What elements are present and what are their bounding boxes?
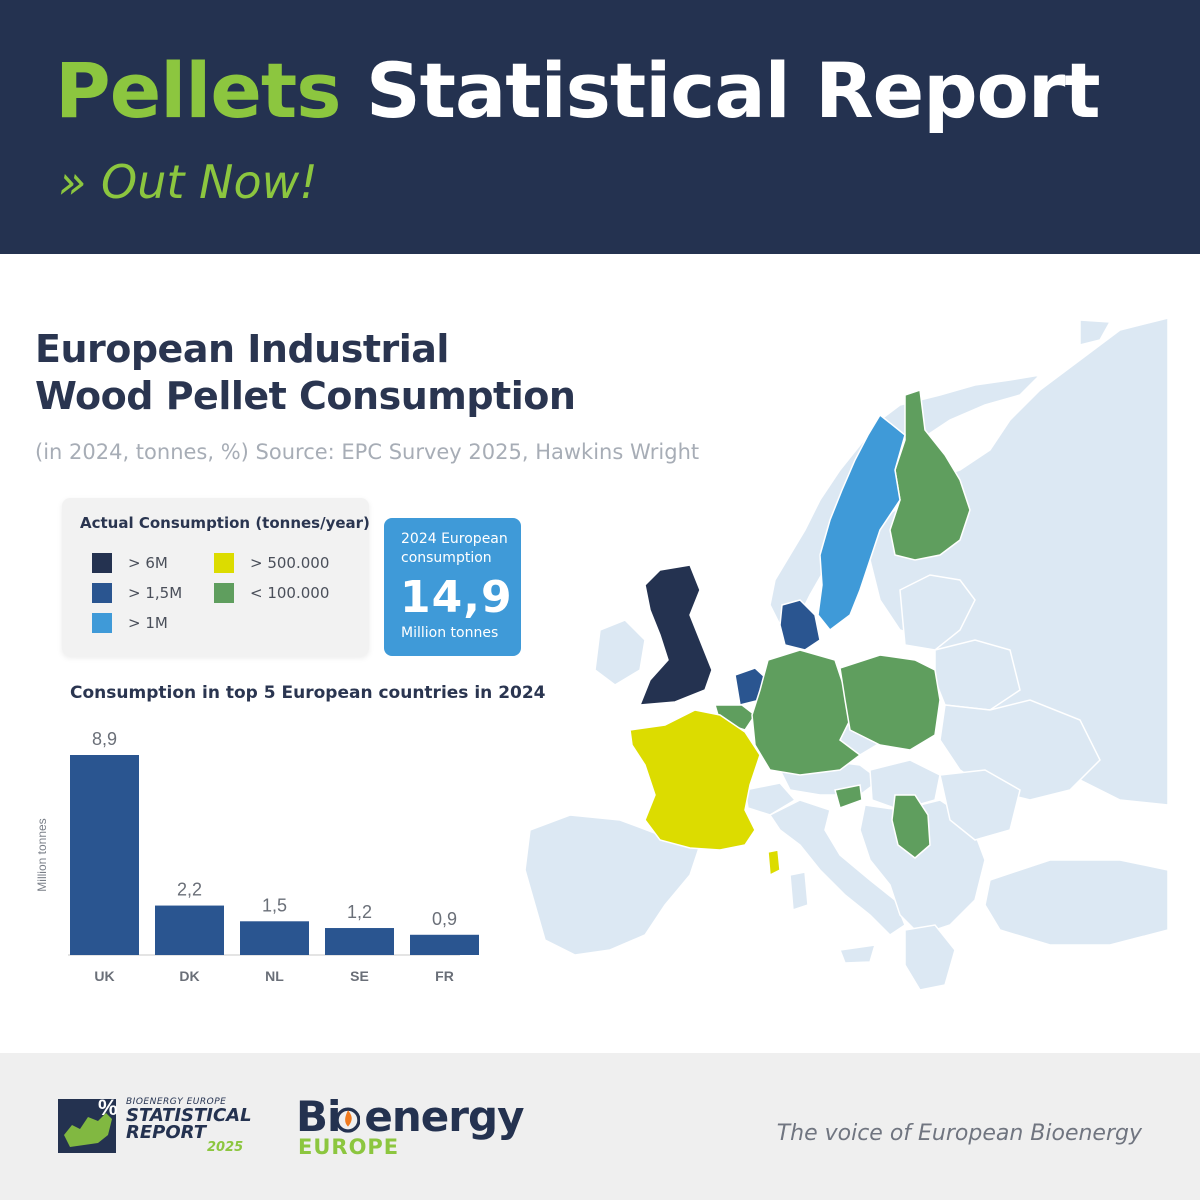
map-country-sweden — [817, 413, 906, 632]
report-title-rest: Statistical Report — [365, 46, 1101, 135]
map-country-germany — [751, 649, 862, 776]
sr-brand-big: STATISTICAL REPORT — [126, 1105, 252, 1143]
legend-item: > 1M — [92, 613, 168, 633]
infographic-subtitle: (in 2024, tonnes, %) Source: EPC Survey … — [35, 440, 700, 464]
statistical-report-logo-icon: % — [58, 1095, 118, 1153]
legend-title: Actual Consumption (tonnes/year) — [80, 514, 370, 532]
legend-item: > 1,5M — [92, 583, 182, 603]
legend-label: > 6M — [128, 554, 168, 572]
bar-fr — [410, 934, 479, 955]
infographic-title-line1: European Industrial — [35, 327, 449, 371]
map-region-ireland — [594, 619, 646, 686]
bar-uk — [70, 755, 139, 955]
bar-value-label: 8,9 — [92, 729, 117, 749]
total-consumption-card: 2024 European consumption 14,9 Million t… — [384, 518, 521, 656]
map-region-sicily — [838, 944, 877, 964]
bar-value-label: 1,5 — [262, 895, 287, 915]
bar-nl — [240, 921, 309, 955]
category-label: SE — [350, 968, 369, 984]
legend-label: > 1,5M — [128, 584, 183, 602]
bar-value-label: 0,9 — [432, 909, 457, 929]
bar-value-label: 2,2 — [177, 880, 202, 900]
bar-chart-title: Consumption in top 5 European countries … — [70, 683, 546, 703]
map-region-sardinia — [789, 871, 809, 912]
map-country-slovenia — [834, 784, 863, 809]
bar-se — [325, 928, 394, 955]
legend-swatch — [92, 553, 112, 573]
footer-tagline: The voice of European Bioenergy — [776, 1121, 1142, 1146]
europe-map — [524, 317, 1169, 991]
sr-brand-small: BIOENERGY EUROPE — [126, 1097, 227, 1107]
infographic-title-line2: Wood Pellet Consumption — [35, 374, 576, 418]
map-region-romania — [939, 769, 1021, 841]
map-country-france — [629, 709, 761, 851]
flame-icon — [336, 1107, 360, 1133]
category-label: FR — [435, 968, 454, 984]
map-region-switzerland — [744, 782, 797, 816]
total-unit: Million tonnes — [401, 625, 499, 641]
svg-text:%: % — [98, 1095, 118, 1120]
legend-label: < 100.000 — [250, 584, 330, 602]
bioenergy-logo-wordmark: Bi energy — [296, 1092, 524, 1141]
out-now-label: » Out Now! — [58, 155, 318, 209]
map-region-baltics — [899, 574, 976, 651]
footer-bar — [0, 1053, 1200, 1200]
map-region-kola — [1079, 319, 1112, 346]
y-axis-label: Million tonnes — [35, 818, 49, 891]
category-label: DK — [179, 968, 199, 984]
category-label: NL — [265, 968, 284, 984]
legend-panel: Actual Consumption (tonnes/year) > 6M > … — [62, 498, 370, 656]
map-region-italy — [768, 799, 906, 936]
total-label: 2024 European consumption — [401, 531, 508, 566]
sr-brand-year: 2025 — [207, 1140, 244, 1155]
map-country-poland — [839, 654, 941, 751]
map-region-hungary — [869, 759, 941, 811]
bioenergy-logo-part2: energy — [364, 1092, 524, 1141]
legend-swatch — [92, 613, 112, 633]
header-banner: Pellets Statistical Report » Out Now! — [0, 0, 1200, 254]
bioenergy-logo-europe: EUROPE — [298, 1135, 400, 1159]
infographic-title: European Industrial Wood Pellet Consumpt… — [35, 326, 576, 420]
legend-swatch — [214, 583, 234, 603]
total-value: 14,9 — [400, 572, 513, 623]
report-title: Pellets Statistical Report — [55, 46, 1101, 135]
map-region-greece — [904, 924, 956, 991]
legend-swatch — [92, 583, 112, 603]
legend-label: > 1M — [128, 614, 168, 632]
bar-value-label: 1,2 — [347, 902, 372, 922]
sr-brand-line2: REPORT — [126, 1122, 206, 1143]
bioenergy-logo-part1: Bi — [296, 1092, 341, 1141]
bar-chart: Million tonnes 8,9 UK 2,2 DK 1,5 NL 1,2 SE 0,9 FR — [35, 729, 479, 984]
map-region-iberia — [524, 814, 701, 956]
sr-brand-line1: STATISTICAL — [126, 1105, 252, 1126]
legend-swatch — [214, 553, 234, 573]
map-country-uk — [638, 564, 713, 706]
map-region-balkans — [859, 799, 986, 936]
bar-dk — [155, 905, 224, 955]
map-region-turkey — [984, 859, 1169, 946]
map-country-serbia — [891, 794, 931, 859]
legend-label: > 500.000 — [250, 554, 330, 572]
legend-item: < 100.000 — [214, 583, 329, 603]
map-country-denmark — [779, 599, 821, 651]
legend-item: > 500.000 — [214, 553, 329, 573]
map-country-corsica — [767, 849, 781, 877]
category-label: UK — [94, 968, 114, 984]
legend-item: > 6M — [92, 553, 168, 573]
report-title-accent: Pellets — [55, 46, 341, 135]
